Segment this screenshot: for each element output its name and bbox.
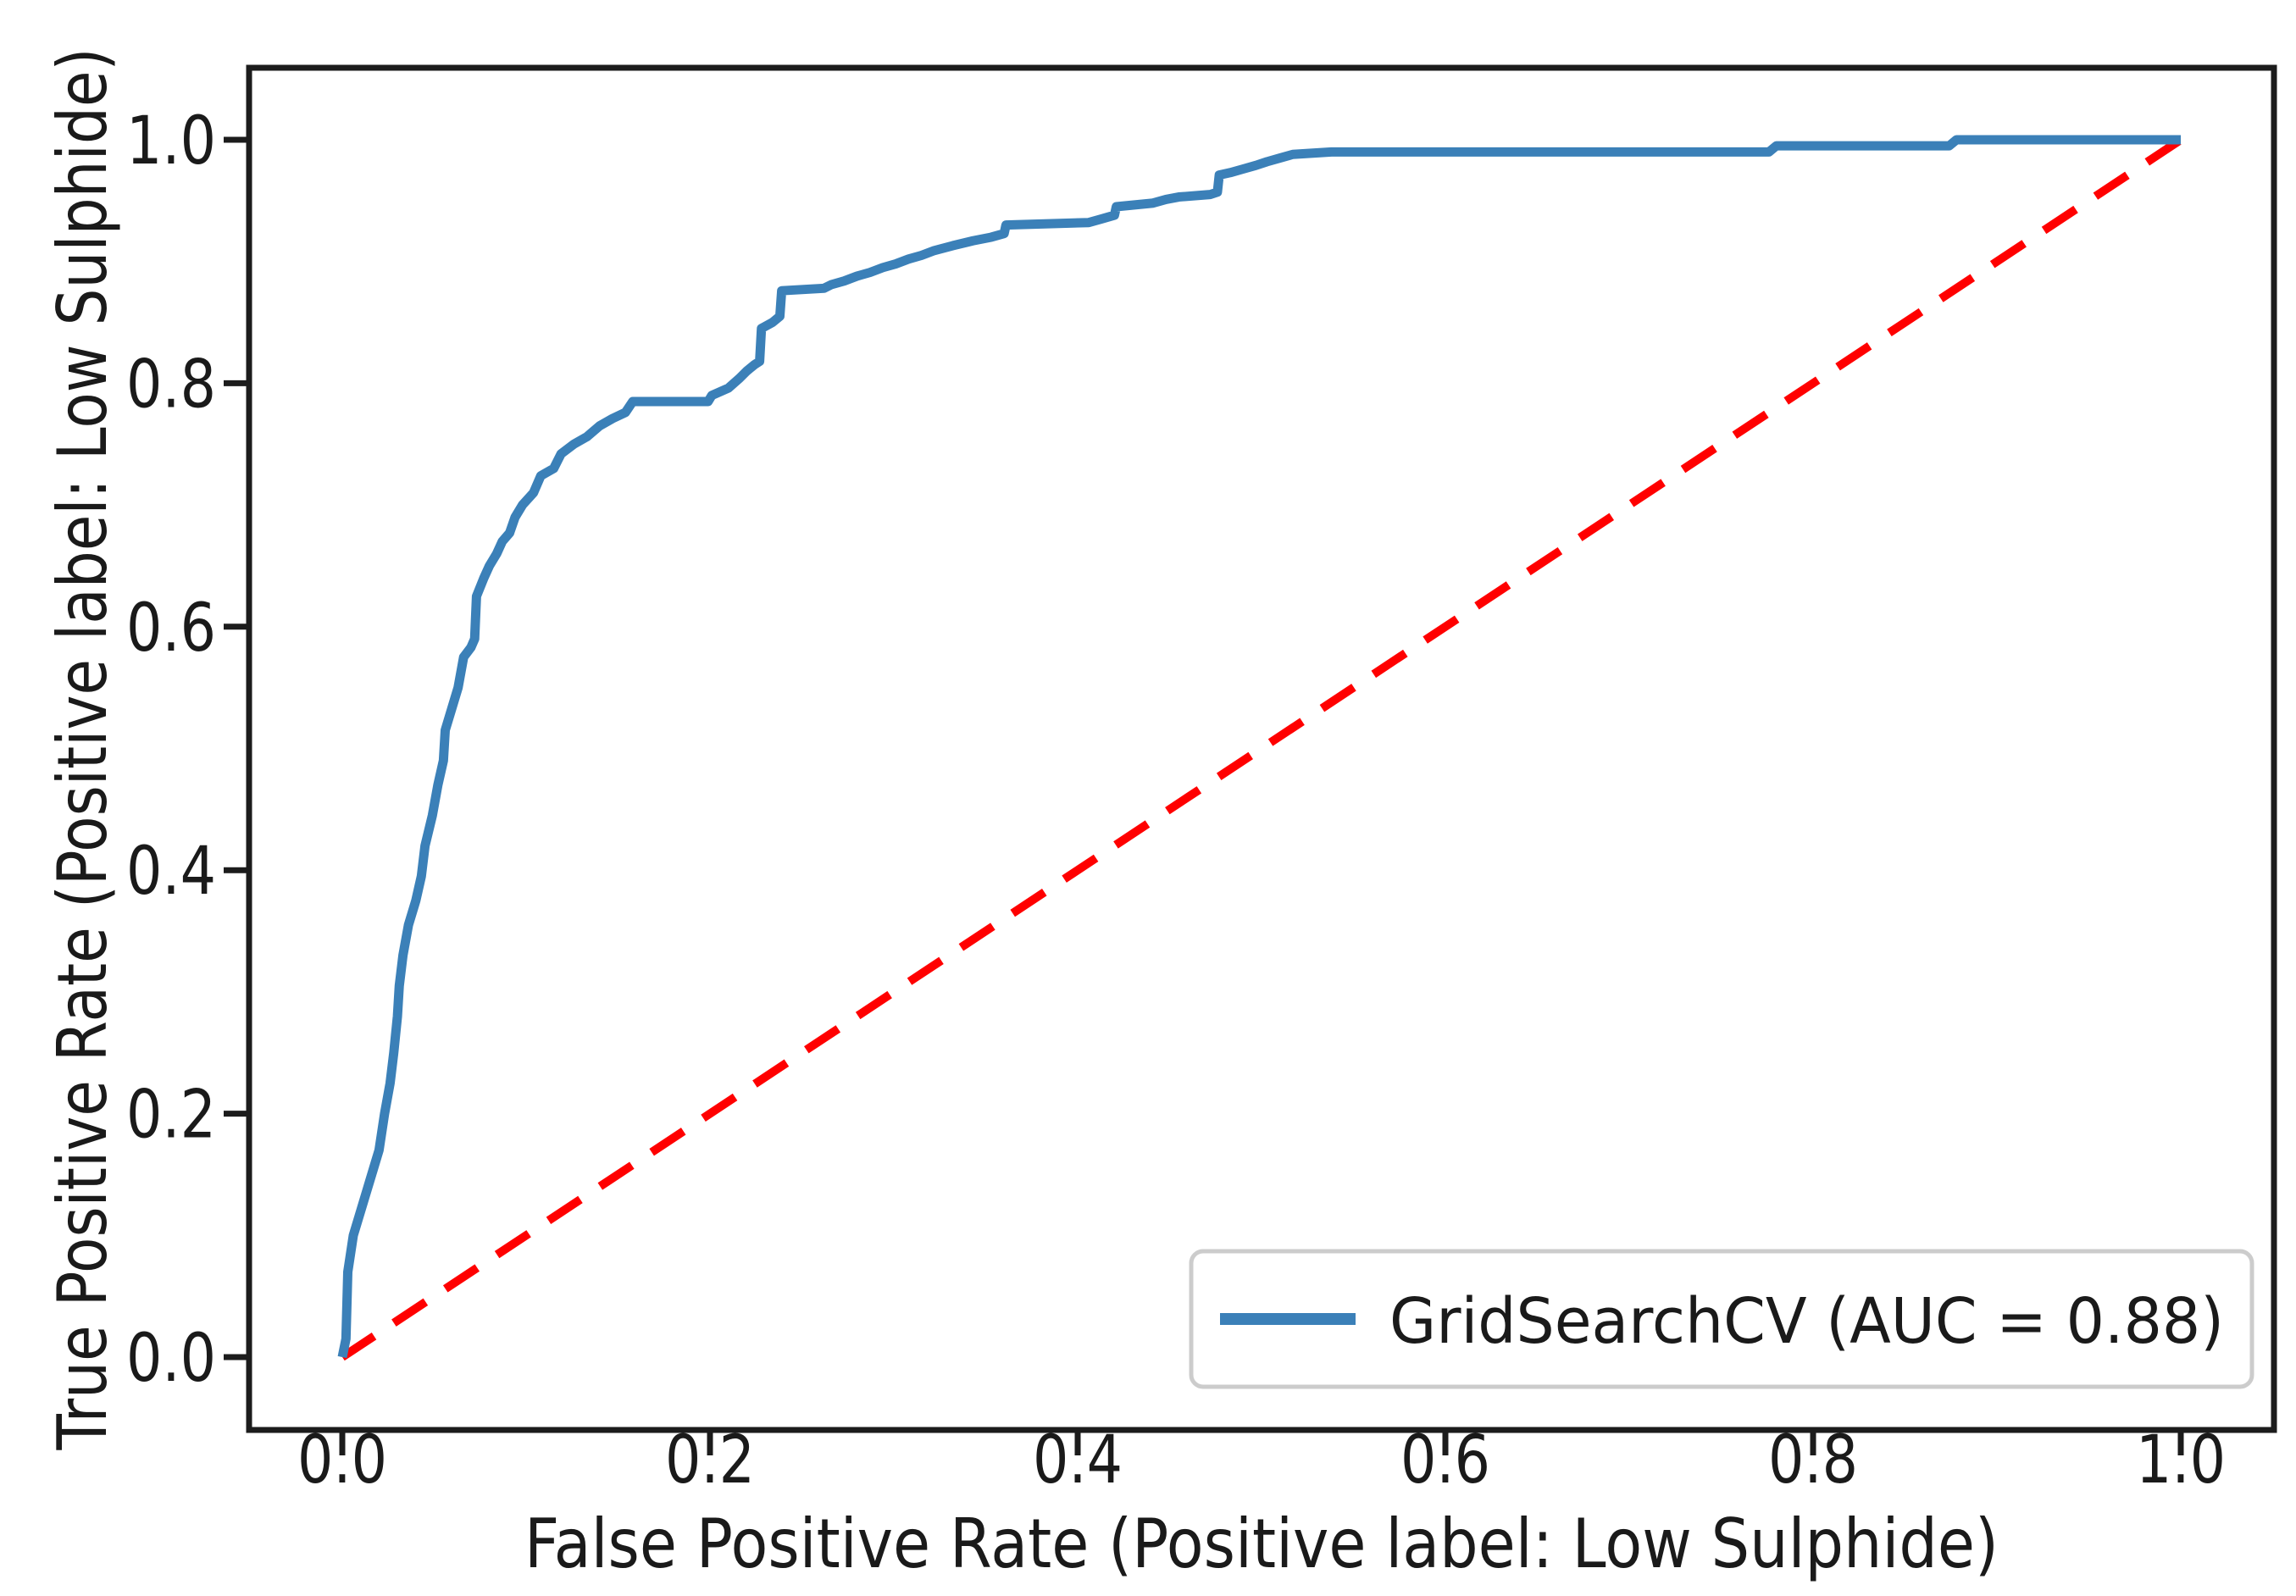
- plot-border: [246, 64, 2277, 1433]
- y-tick-label: 0.8: [126, 346, 216, 423]
- legend-label: GridSearchCV (AUC = 0.88): [1389, 1285, 2224, 1358]
- y-tick-label: 0.4: [126, 834, 216, 910]
- x-tick-label: 0.6: [1400, 1422, 1490, 1499]
- x-axis-ticks: 0.0 0.2 0.4 0.6 0.8 1.0: [297, 1422, 2226, 1499]
- legend: GridSearchCV (AUC = 0.88): [1189, 1249, 2254, 1389]
- y-tick-label: 0.0: [126, 1321, 216, 1397]
- x-tick-label: 0.8: [1768, 1422, 1858, 1499]
- x-axis-label: False Positive Rate (Positive label: Low…: [524, 1505, 1999, 1583]
- y-axis-label: True Positive Rate (Positive label: Low …: [43, 47, 122, 1450]
- x-tick-label: 0.4: [1033, 1422, 1123, 1499]
- chance-line: [340, 136, 2183, 1361]
- y-axis-ticks: 0.0 0.2 0.4 0.6 0.8 1.0: [126, 103, 249, 1397]
- y-tick-label: 0.6: [126, 590, 216, 667]
- legend-box: [1189, 1249, 2254, 1389]
- x-tick-label: 1.0: [2136, 1422, 2226, 1499]
- x-tick-label: 0.0: [297, 1422, 387, 1499]
- x-tick-label: 0.2: [665, 1422, 755, 1499]
- roc-curve-line: [337, 135, 2181, 1359]
- y-tick-label: 1.0: [126, 103, 216, 180]
- y-tick-label: 0.2: [126, 1078, 216, 1154]
